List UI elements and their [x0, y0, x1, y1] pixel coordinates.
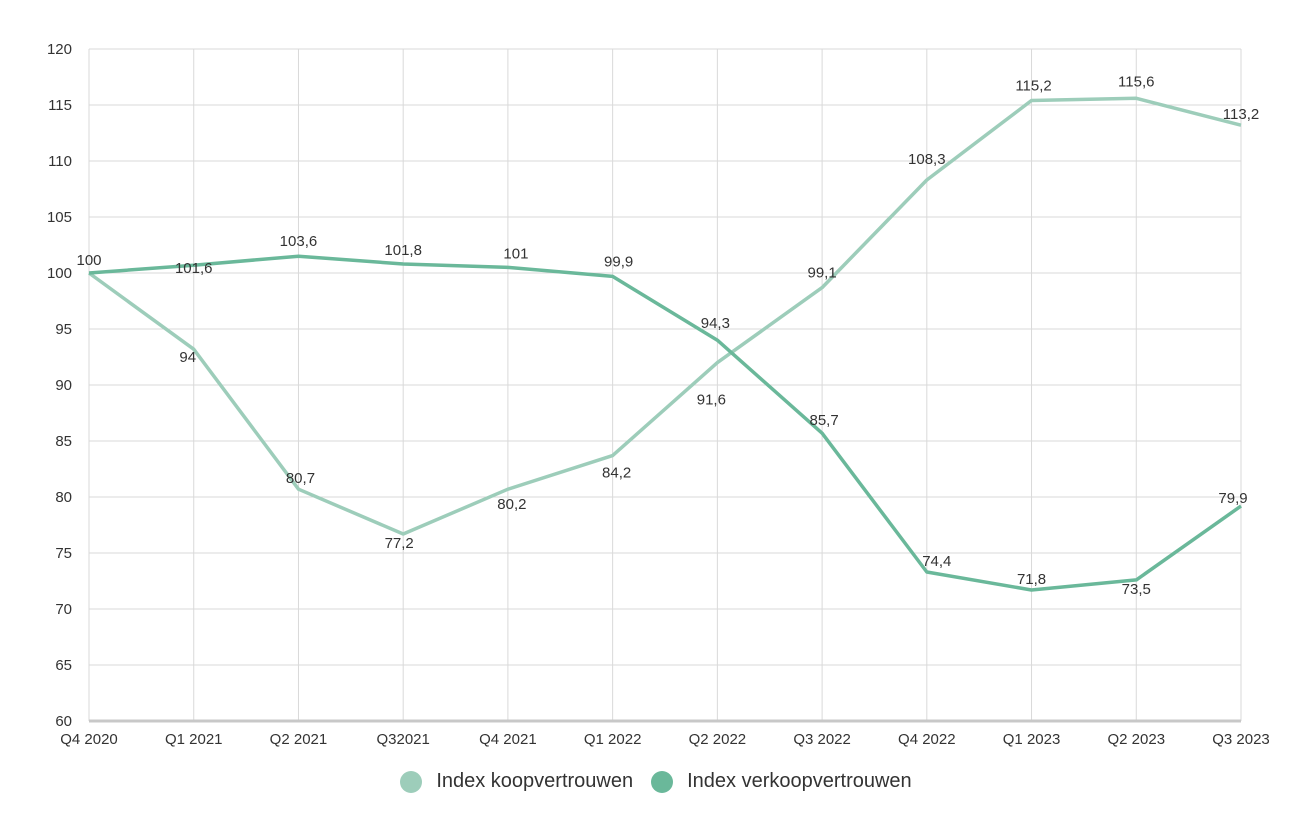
data-label: 91,6 [697, 392, 726, 409]
x-tick-label: Q2 2021 [270, 731, 328, 748]
data-label: 73,5 [1122, 581, 1151, 598]
legend-swatch-verkoopvertrouwen [651, 770, 674, 793]
series-line-koopvertrouwen [87, 96, 1242, 536]
x-tick-label: Q32021 [376, 731, 429, 748]
x-tick-label: Q4 2020 [60, 731, 118, 748]
y-tick-label: 100 [47, 265, 72, 282]
series-line-verkoopvertrouwen [88, 254, 1243, 592]
y-tick-label: 90 [55, 377, 72, 394]
data-label: 80,2 [497, 496, 526, 513]
x-tick-label: Q2 2022 [689, 731, 747, 748]
legend: Index koopvertrouwen Index verkoopvertro… [0, 770, 1312, 793]
data-label: 113,2 [1223, 106, 1259, 123]
x-tick-label: Q3 2022 [793, 731, 851, 748]
x-axis: Q4 2020 Q1 2021 Q2 2021 Q32021 Q4 2021 Q1 202… [60, 719, 1270, 748]
legend-swatch-koopvertrouwen [400, 770, 423, 793]
data-label: 103,6 [280, 233, 318, 250]
y-tick-label: 75 [55, 545, 72, 562]
data-label: 115,6 [1118, 73, 1154, 90]
data-label: 115,2 [1015, 78, 1051, 95]
y-tick-label: 120 [47, 41, 72, 58]
data-label: 94 [179, 349, 196, 366]
data-label: 77,2 [385, 535, 414, 552]
data-label: 101,6 [175, 260, 213, 277]
x-tick-label: Q4 2021 [479, 731, 537, 748]
y-tick-label: 70 [55, 601, 72, 618]
legend-item-verkoopvertrouwen: Index verkoopvertrouwen [651, 770, 912, 793]
x-tick-label: Q1 2021 [165, 731, 223, 748]
y-tick-label: 65 [55, 657, 72, 674]
data-labels: 100 94 80,7 77,2 80,2 84,2 91,6 99,1 108,3 115,2 1… [76, 73, 1259, 598]
legend-label-verkoopvertrouwen: Index verkoopvertrouwen [687, 770, 912, 792]
data-label: 94,3 [701, 315, 730, 332]
x-tick-label: Q3 2023 [1212, 731, 1270, 748]
data-label: 84,2 [602, 465, 631, 482]
legend-label-koopvertrouwen: Index koopvertrouwen [436, 770, 634, 792]
y-tick-label: 110 [48, 153, 72, 170]
y-tick-label: 60 [55, 713, 72, 730]
x-tick-label: Q1 2023 [1003, 731, 1061, 748]
data-label: 71,8 [1017, 571, 1046, 588]
y-tick-label: 85 [55, 433, 72, 450]
y-axis: 60 65 70 75 80 85 90 95 100 105 110 115 120 [47, 41, 72, 730]
y-tick-label: 95 [55, 321, 72, 338]
grid [88, 48, 1242, 722]
x-tick-label: Q2 2023 [1107, 731, 1165, 748]
data-label: 99,9 [604, 253, 633, 270]
data-label: 74,4 [922, 553, 951, 570]
data-label: 100 [76, 252, 101, 269]
data-label: 101,8 [384, 242, 422, 259]
data-label: 80,7 [286, 470, 315, 487]
y-tick-label: 105 [47, 209, 72, 226]
y-tick-label: 115 [48, 97, 72, 114]
data-label: 108,3 [908, 151, 946, 168]
y-tick-label: 80 [55, 489, 72, 506]
x-tick-label: Q4 2022 [898, 731, 956, 748]
series-lines [87, 96, 1243, 592]
x-tick-label: Q1 2022 [584, 731, 642, 748]
data-label: 79,9 [1218, 490, 1247, 507]
data-label: 101 [503, 245, 528, 262]
data-label: 85,7 [809, 412, 838, 429]
legend-item-koopvertrouwen: Index koopvertrouwen [400, 770, 633, 793]
data-label: 99,1 [807, 265, 836, 282]
